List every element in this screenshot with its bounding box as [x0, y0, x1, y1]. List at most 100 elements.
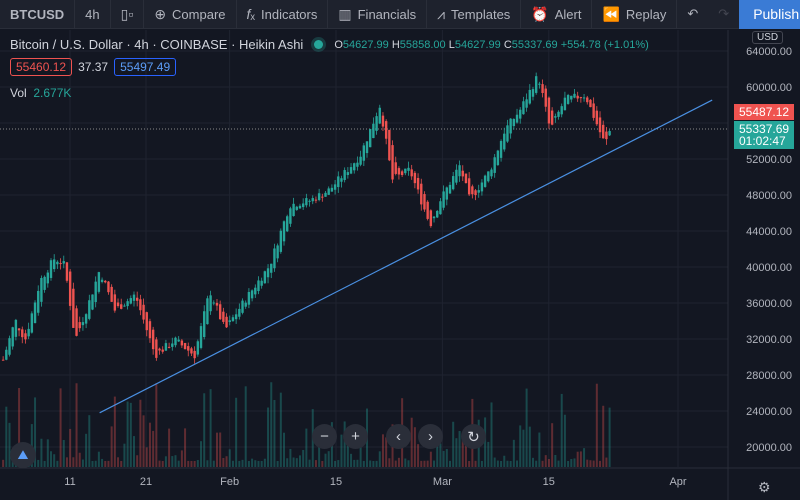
- candle-body: [135, 297, 139, 301]
- candle-body: [483, 175, 487, 187]
- volume-bar: [528, 426, 531, 467]
- zoom-in-button[interactable]: +: [343, 424, 368, 449]
- candle-body: [260, 280, 263, 286]
- volume-bar: [187, 460, 190, 467]
- volume-bar: [215, 432, 218, 467]
- price-tick-label: 20000.00: [746, 442, 792, 454]
- candle-body: [586, 97, 589, 103]
- candle-body: [378, 107, 381, 124]
- settings-gear-icon[interactable]: ⚙: [758, 479, 771, 495]
- candle-body: [410, 169, 413, 177]
- candle-body: [391, 145, 394, 180]
- candle-body: [429, 210, 433, 227]
- volume-bar: [439, 443, 442, 467]
- alert-label: Alert: [554, 6, 582, 22]
- sell-price-button[interactable]: 55460.12: [10, 58, 73, 76]
- candle-body: [324, 192, 327, 197]
- candle-body: [528, 89, 531, 104]
- scroll-left-button[interactable]: ‹: [386, 424, 411, 449]
- volume-bar: [500, 461, 503, 467]
- time-tick-label: Apr: [669, 476, 686, 488]
- volume-bar: [461, 432, 464, 467]
- candle-body: [531, 89, 535, 97]
- candle-body: [538, 83, 541, 85]
- volume-bar: [193, 460, 196, 467]
- bar-countdown: 01:02:47: [739, 134, 786, 148]
- candle-body: [442, 191, 445, 208]
- candle-body: [209, 295, 212, 312]
- undo-icon: ↶: [687, 6, 699, 21]
- trendline: [99, 99, 713, 414]
- candle-body: [560, 106, 563, 115]
- candles-icon: ▯▫: [120, 5, 134, 22]
- volume-bar: [69, 428, 72, 467]
- tradingview-logo[interactable]: ⛰: [10, 442, 36, 468]
- price-chart[interactable]: 64000.00 60000.00 52000.00 48000.00 44000.00…: [0, 30, 800, 500]
- volume-bar: [324, 453, 327, 467]
- volume-bar: [305, 428, 308, 467]
- volume-bar: [263, 458, 266, 467]
- volume-bar: [512, 439, 515, 467]
- replay-button[interactable]: ⏪ Replay: [592, 0, 678, 29]
- candle-body: [14, 319, 18, 337]
- publish-button[interactable]: Publish: [739, 0, 800, 29]
- volume-bar: [177, 460, 180, 467]
- volume-bar: [171, 456, 174, 467]
- financials-button[interactable]: ▥ Financials: [328, 0, 428, 29]
- volume-bar: [378, 451, 381, 467]
- candle-body: [254, 287, 257, 295]
- volume-bar: [298, 455, 301, 467]
- indicators-button[interactable]: fₓ Indicators: [237, 0, 329, 29]
- time-tick-label: 11: [64, 476, 75, 488]
- redo-button[interactable]: ↷: [708, 0, 739, 29]
- volume-bar: [318, 430, 321, 467]
- candle-body: [330, 187, 334, 192]
- candle-body: [212, 302, 215, 304]
- reset-chart-button[interactable]: ↻: [461, 424, 486, 449]
- volume-bar: [381, 434, 384, 467]
- candle-body: [519, 109, 522, 119]
- candle-body: [477, 190, 480, 193]
- volume-bar: [126, 401, 129, 467]
- chart-type-button[interactable]: ▯▫: [111, 0, 145, 29]
- interval-button[interactable]: 4h: [75, 0, 111, 29]
- candle-body: [43, 276, 46, 290]
- buy-price-button[interactable]: 55497.49: [114, 58, 177, 76]
- price-tick-label: 36000.00: [746, 298, 792, 310]
- currency-label[interactable]: USD: [752, 31, 784, 44]
- volume-bar: [350, 453, 353, 467]
- zoom-out-button[interactable]: −: [312, 424, 337, 449]
- volume-bar: [139, 399, 142, 467]
- volume-bar: [267, 407, 270, 467]
- volume-bar: [247, 460, 250, 467]
- volume-bar: [168, 428, 171, 467]
- candle-body: [432, 216, 436, 219]
- alarm-clock-icon: ⏰: [531, 5, 549, 22]
- volume-bar: [605, 457, 608, 467]
- candle-body: [474, 190, 477, 196]
- open-label: O: [334, 38, 343, 51]
- compare-button[interactable]: ⊕ Compare: [144, 0, 237, 29]
- symbol-search[interactable]: BTCUSD: [0, 0, 76, 29]
- alert-button[interactable]: ⏰ Alert: [521, 0, 593, 29]
- templates-button[interactable]: ⩘ Templates: [427, 0, 522, 29]
- volume-bar: [436, 444, 439, 467]
- volume-bar: [91, 460, 94, 467]
- candle-body: [314, 199, 318, 201]
- candle-body: [579, 97, 583, 99]
- volume-bar: [449, 460, 451, 467]
- scroll-right-button[interactable]: ›: [418, 424, 443, 449]
- candle-body: [225, 316, 228, 328]
- candle-body: [81, 322, 85, 326]
- volume-bar: [43, 460, 46, 467]
- candle-body: [467, 178, 471, 195]
- candle-body: [190, 348, 193, 354]
- volume-bar: [375, 460, 378, 467]
- candle-body: [458, 165, 461, 177]
- volume-bar: [260, 461, 263, 467]
- undo-button[interactable]: ↶: [677, 0, 708, 29]
- candle-body: [180, 340, 184, 346]
- volume-bar: [583, 448, 586, 467]
- price-tick-label: 40000.00: [746, 262, 792, 274]
- volume-bar: [40, 438, 43, 467]
